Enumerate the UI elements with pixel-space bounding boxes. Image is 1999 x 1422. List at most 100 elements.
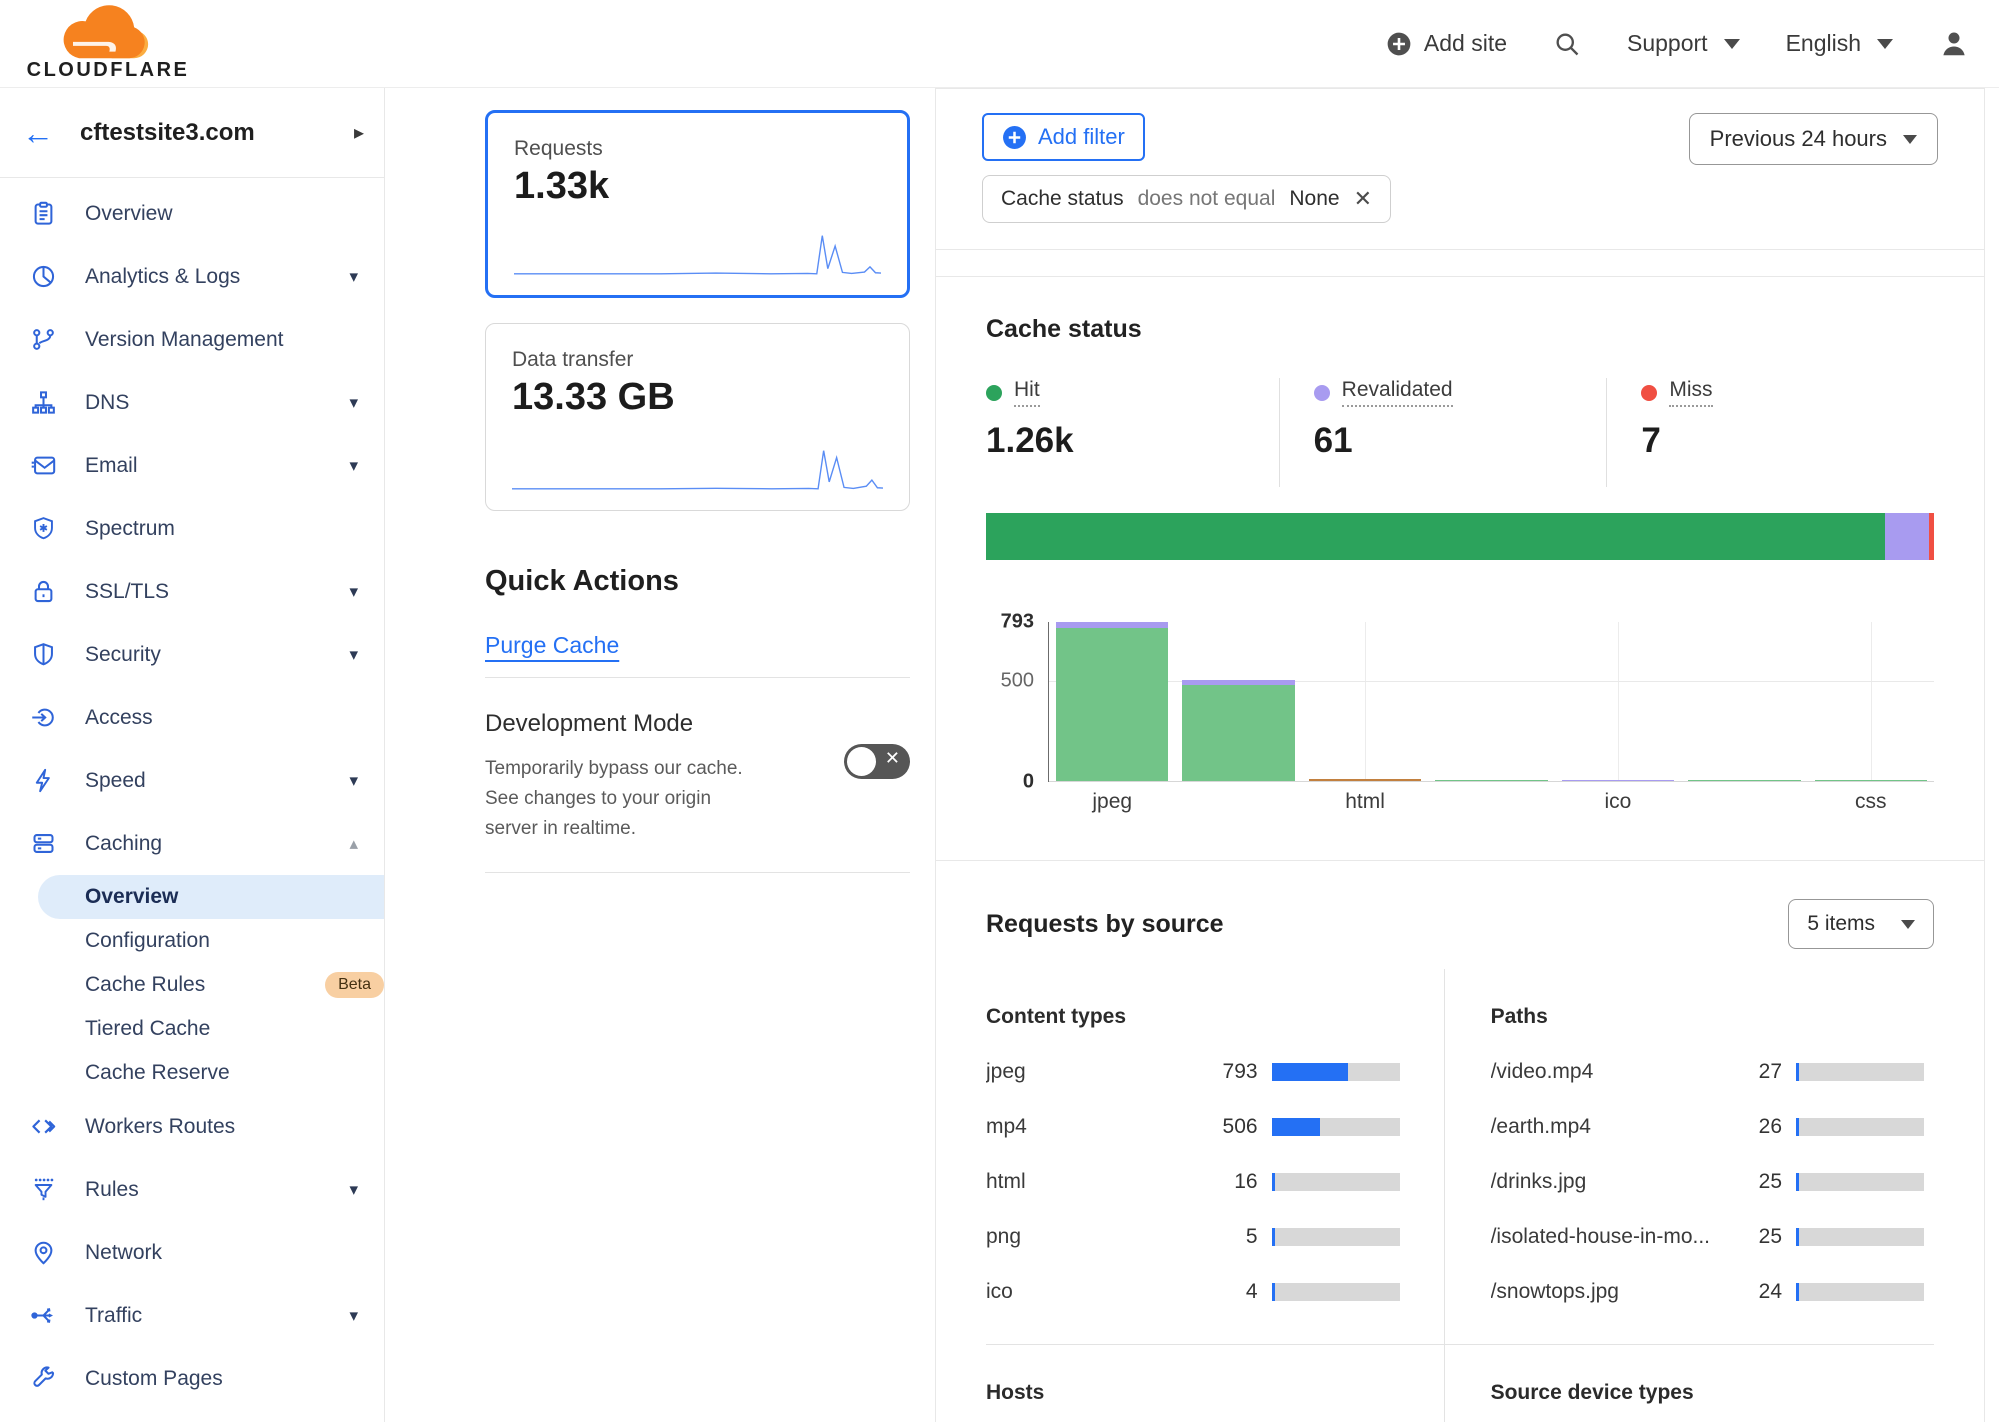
support-menu[interactable]: Support [1627,30,1740,57]
sidebar-item-dns[interactable]: DNS ▾ [0,371,384,434]
beta-badge: Beta [325,972,384,998]
gridline [1365,622,1367,782]
row-bar-track [1796,1063,1924,1081]
sidebar-item-spectrum[interactable]: Spectrum [0,497,384,560]
sidebar-item-access[interactable]: Access [0,686,384,749]
row-label: /isolated-house-in-mo... [1490,1225,1710,1248]
paths-table: Paths/video.mp4 27/earth.mp4 26/drinks.jpg… [1443,969,1934,1344]
chevron-right-icon[interactable]: ▸ [353,122,364,144]
sidebar-item-caching[interactable]: Caching ▴ [0,812,384,875]
sidebar-item-overview[interactable]: Overview [0,182,384,245]
sidebar-subitem-cache-reserve[interactable]: Cache Reserve [0,1051,384,1095]
content-types-table: Content types jpeg 793 mp4 506 html 16 png 5 ico 4 [986,969,1444,1344]
development-mode-toggle[interactable]: ✕ [844,744,910,779]
stacked-segment-hit [986,513,1886,560]
sidebar-item-custom-pages[interactable]: Custom Pages [0,1347,384,1410]
cache-stat-header: Revalidated [1313,378,1607,407]
remove-filter-icon[interactable]: ✕ [1353,186,1373,211]
row-label: png [986,1225,1022,1248]
chevron-down-icon: ▾ [349,581,358,601]
middle-column: Requests 1.33k Data transfer 13.33 GB Qu… [385,88,935,1422]
search-icon [1556,33,1579,55]
cache-status-legend: Hit 1.26k Revalidated 61 Miss 7 [986,378,1934,487]
cache-stat-miss: Miss 7 [1606,378,1934,487]
row-label: ico [986,1280,1013,1303]
cache-status-card: Cache status Hit 1.26k Revalidated 61 Miss 7 … [936,276,1984,834]
data-transfer-metric-card[interactable]: Data transfer 13.33 GB [485,323,910,511]
plus-circle-icon [1003,125,1026,149]
sidebar-item-label: Caching [85,831,163,855]
row-bar-track [1271,1118,1400,1136]
requests-metric-card[interactable]: Requests 1.33k [485,110,910,298]
shield-icon [30,641,57,668]
cache-stat-value: 61 [1313,421,1353,460]
chevron-down-icon [1903,134,1917,144]
back-arrow-icon[interactable]: ← [22,114,54,151]
cache-stat-label[interactable]: Miss [1669,378,1713,407]
sidebar-item-label: Access [85,705,153,729]
sidebar-subitem-label: Overview [85,885,179,908]
purge-cache-link[interactable]: Purge Cache [485,632,620,658]
site-name: cftestsite3.com [80,118,255,146]
sidebar-item-ssl-tls[interactable]: SSL/TLS ▾ [0,560,384,623]
account-button[interactable] [1939,29,1969,59]
language-label: English [1785,30,1861,56]
row-bar-fill [1271,1063,1348,1081]
row-label: /snowtops.jpg [1490,1280,1619,1303]
time-range-select[interactable]: Previous 24 hours [1688,113,1938,165]
row-bar-track [1271,1283,1400,1301]
chevron-up-icon: ▴ [349,833,358,853]
sidebar-item-version-management[interactable]: Version Management [0,308,384,371]
sidebar-item-network[interactable]: Network [0,1221,384,1284]
sidebar-item-analytics-logs[interactable]: Analytics & Logs ▾ [0,245,384,308]
x-tick-empty [1428,790,1554,814]
chevron-down-icon: ▾ [349,1305,358,1325]
table-row: png 5 [986,1225,1400,1249]
filter-chip: Cache status does not equal None ✕ [982,175,1392,223]
data-transfer-label: Data transfer [512,348,634,371]
x-tick-jpeg: jpeg [1092,790,1133,813]
sidebar-item-traffic[interactable]: Traffic ▾ [0,1284,384,1347]
data-transfer-value: 13.33 GB [512,376,675,418]
sidebar-subitem-overview[interactable]: Overview [38,875,384,919]
hit-legend-dot [986,384,1002,401]
language-menu[interactable]: English [1786,30,1893,57]
user-icon [1943,32,1965,55]
chevron-down-icon [1877,38,1893,49]
cloudflare-cloud-icon [63,5,149,59]
chart-bars [1049,622,1934,782]
row-bar-fill [1796,1063,1799,1081]
sidebar-item-label: DNS [85,390,130,414]
share-icon [30,1302,57,1329]
x-tick-ico: ico [1604,790,1632,813]
pie-icon [30,263,57,290]
sidebar-subitem-cache-rules[interactable]: Cache Rules Beta [0,963,384,1007]
sidebar-item-rules[interactable]: Rules ▾ [0,1158,384,1221]
sidebar-item-workers-routes[interactable]: Workers Routes [0,1095,384,1158]
chevron-down-icon: ▾ [349,392,358,412]
add-filter-label: Add filter [1038,124,1125,149]
sidebar-item-email[interactable]: Email ▾ [0,434,384,497]
search-button[interactable] [1553,30,1581,58]
row-value: 506 [1222,1115,1258,1138]
toggle-off-x-icon: ✕ [884,748,900,768]
sidebar-subitem-configuration[interactable]: Configuration [0,919,384,963]
sidebar-item-security[interactable]: Security ▾ [0,623,384,686]
add-site-button[interactable]: Add site [1386,30,1507,57]
stacked-segment-miss [1928,513,1934,560]
filter-value: None [1289,187,1340,210]
row-label: mp4 [986,1115,1027,1138]
source-device-types-table: Source device typesDesktop1.33k [1443,1344,1934,1422]
cache-stat-label[interactable]: Revalidated [1341,378,1453,407]
row-bar-fill [1796,1118,1799,1136]
cloudflare-logo: CLOUDFLARE [27,5,188,82]
row-value: 24 [1758,1280,1782,1303]
bar-segment-revalidated [1056,622,1169,628]
add-filter-button[interactable]: Add filter [982,113,1145,161]
sidebar-subitem-tiered-cache[interactable]: Tiered Cache [0,1007,384,1051]
items-count-select[interactable]: 5 items [1788,899,1934,949]
sidebar-item-speed[interactable]: Speed ▾ [0,749,384,812]
items-count-label: 5 items [1807,912,1875,935]
table-title: Paths [1490,1005,1548,1028]
cache-stat-label[interactable]: Hit [1014,378,1040,407]
